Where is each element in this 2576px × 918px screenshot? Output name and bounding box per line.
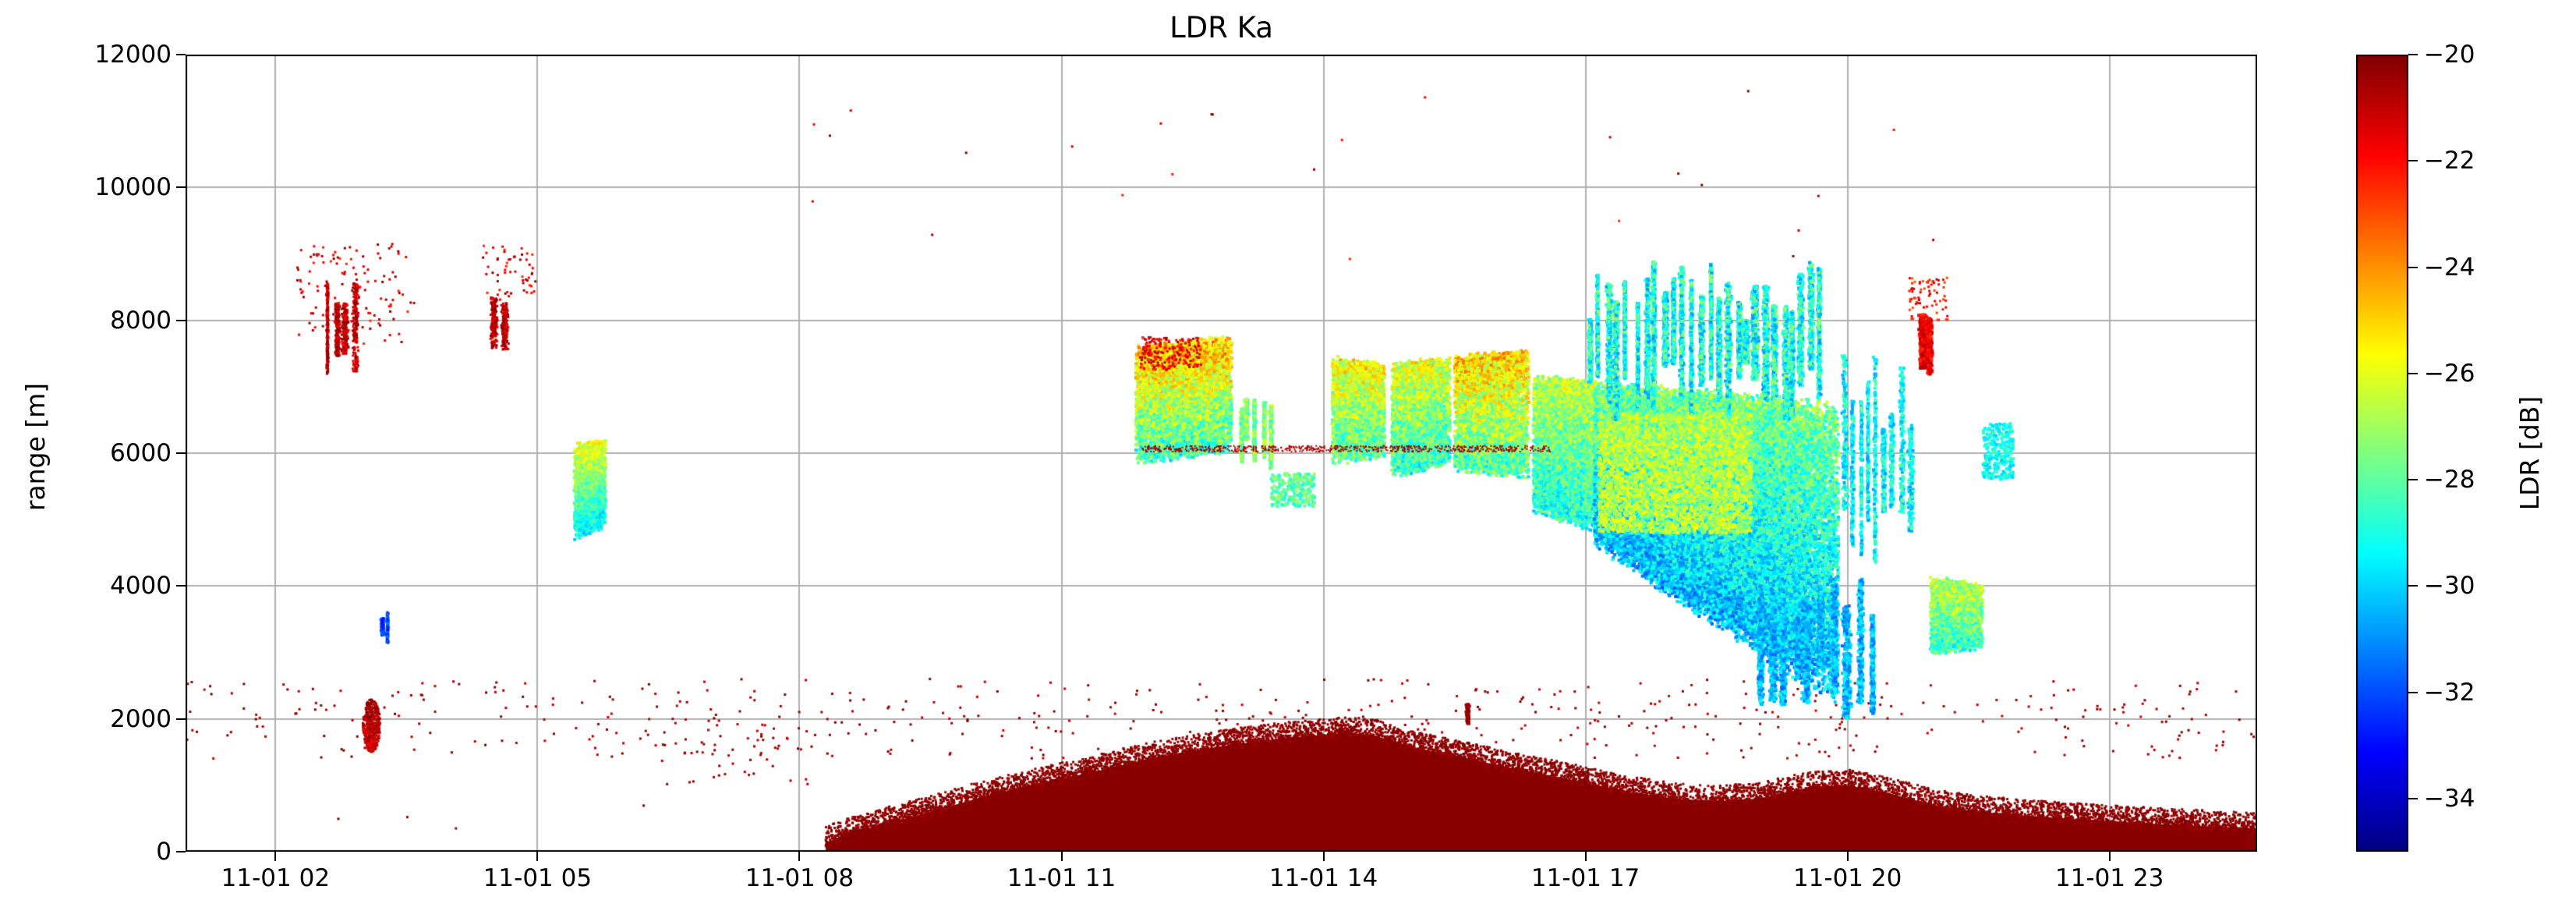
- x-tick-label: 11-01 17: [1530, 864, 1640, 892]
- colorbar-tick-mark: [2408, 372, 2418, 374]
- colorbar-tick-label: −26: [2424, 359, 2475, 388]
- y-tick-mark: [176, 186, 186, 189]
- colorbar-tick-label: −32: [2424, 678, 2475, 707]
- x-tick-mark: [1584, 852, 1587, 861]
- x-tick-label: 11-01 08: [745, 864, 855, 892]
- y-tick-label: 8000: [110, 306, 172, 335]
- colorbar-tick-label: −34: [2424, 784, 2475, 813]
- x-tick-mark: [1846, 852, 1849, 861]
- colorbar-tick-mark: [2408, 266, 2418, 268]
- colorbar-tick-mark: [2408, 54, 2418, 55]
- x-tick-mark: [274, 852, 277, 861]
- colorbar-tick-mark: [2408, 691, 2418, 693]
- x-tick-label: 11-01 05: [483, 864, 593, 892]
- y-tick-mark: [176, 851, 186, 852]
- colorbar-tick-mark: [2408, 585, 2418, 587]
- x-tick-label: 11-01 14: [1269, 864, 1378, 892]
- y-tick-mark: [176, 452, 186, 454]
- y-tick-label: 12000: [94, 41, 172, 69]
- y-tick-label: 4000: [110, 572, 172, 601]
- colorbar-tick-mark: [2408, 160, 2418, 162]
- x-tick-mark: [1060, 852, 1063, 861]
- x-tick-label: 11-01 11: [1007, 864, 1116, 892]
- x-tick-label: 11-01 23: [2054, 864, 2164, 892]
- x-tick-mark: [1322, 852, 1325, 861]
- y-tick-mark: [176, 319, 186, 321]
- x-tick-mark: [536, 852, 539, 861]
- x-tick-mark: [798, 852, 801, 861]
- colorbar-tick-label: −24: [2424, 253, 2475, 282]
- y-tick-label: 6000: [110, 439, 172, 467]
- x-tick-label: 11-01 02: [221, 864, 331, 892]
- y-tick-label: 10000: [94, 173, 172, 202]
- y-tick-mark: [176, 54, 186, 55]
- colorbar-tick-label: −30: [2424, 572, 2475, 601]
- x-tick-label: 11-01 20: [1792, 864, 1902, 892]
- colorbar-tick-label: −20: [2424, 41, 2475, 69]
- colorbar: [2356, 55, 2408, 852]
- y-tick-mark: [176, 585, 186, 587]
- colorbar-tick-label: −28: [2424, 466, 2475, 494]
- colorbar-tick-label: −22: [2424, 147, 2475, 175]
- chart-title: LDR Ka: [1169, 11, 1273, 44]
- ldr-heatmap-plot: [186, 55, 2257, 852]
- y-tick-label: 2000: [110, 704, 172, 733]
- y-tick-mark: [176, 718, 186, 720]
- colorbar-label: LDR [dB]: [2514, 395, 2545, 511]
- colorbar-tick-mark: [2408, 479, 2418, 481]
- colorbar-tick-mark: [2408, 797, 2418, 799]
- x-tick-mark: [2108, 852, 2111, 861]
- y-tick-label: 0: [156, 838, 172, 866]
